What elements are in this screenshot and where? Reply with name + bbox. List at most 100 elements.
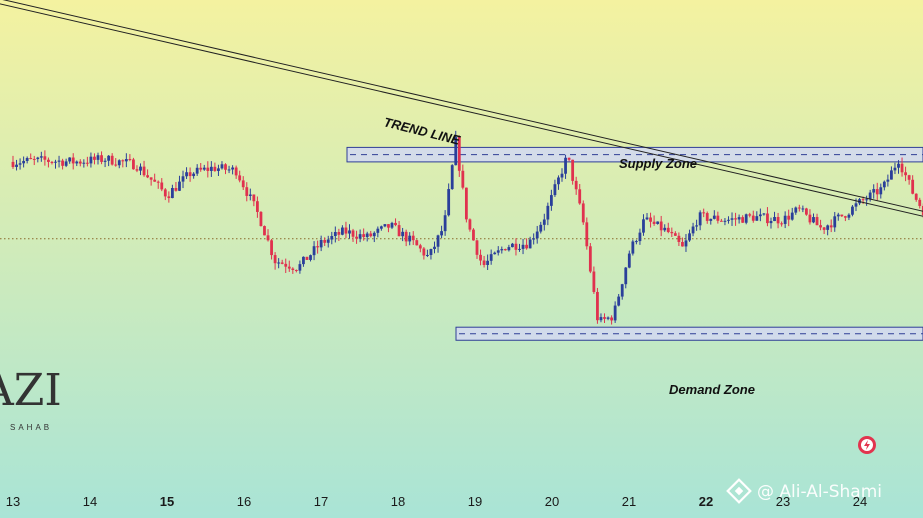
x-tick-label: 18 [391, 494, 405, 509]
candle-up [54, 161, 57, 163]
candle-up [312, 246, 316, 256]
candle-up [309, 255, 312, 260]
candle-up [599, 317, 603, 321]
candle-up [379, 226, 383, 229]
supply-zone-label: Supply Zone [619, 156, 697, 171]
candle-down [323, 239, 327, 243]
candle-up [326, 239, 330, 243]
candle-down [415, 240, 419, 246]
candle-up [539, 224, 543, 232]
candle-up [376, 228, 380, 233]
candle-up [231, 167, 235, 170]
candle-up [758, 214, 762, 217]
candle-up [549, 195, 553, 206]
candle-up [769, 221, 773, 224]
candle-up [695, 225, 699, 227]
candle-up [851, 206, 854, 215]
candle-down [78, 161, 82, 164]
candle-down [808, 214, 812, 223]
candle-down [174, 188, 178, 191]
candle-up [429, 249, 433, 255]
candle-down [585, 222, 589, 247]
candle-up [22, 160, 26, 164]
candle-down [787, 215, 791, 220]
x-tick-label: 23 [776, 494, 790, 509]
candle-down [291, 268, 295, 270]
candle-up [762, 213, 766, 215]
candle-up [684, 240, 688, 247]
candle-up [319, 239, 323, 248]
candle-down [716, 215, 720, 221]
candle-up [248, 194, 252, 196]
candle-up [408, 235, 412, 242]
candle-down [702, 212, 706, 214]
candle-down [829, 225, 833, 228]
candle-up [75, 161, 79, 164]
candle-up [691, 226, 695, 234]
candle-down [840, 214, 844, 217]
candle-down [146, 175, 149, 178]
candle-up [117, 160, 121, 166]
candle-up [493, 252, 497, 255]
candle-down [461, 170, 465, 188]
candle-up [227, 169, 231, 171]
candle-up [890, 170, 893, 180]
candle-up [447, 189, 451, 216]
candle-up [64, 161, 68, 166]
candle-up [433, 246, 436, 250]
candle-up [372, 232, 376, 237]
candle-down [603, 317, 606, 319]
candle-down [132, 159, 135, 170]
candle-down [734, 218, 737, 220]
candle-down [135, 169, 139, 171]
candle-up [709, 218, 713, 221]
candle-down [900, 163, 904, 173]
candle-up [124, 159, 128, 162]
candle-up [348, 230, 351, 234]
candle-down [241, 180, 245, 188]
candle-up [737, 217, 741, 220]
candle-down [468, 219, 472, 230]
candle-down [110, 155, 114, 165]
candle-up [688, 233, 691, 241]
candle-down [344, 227, 348, 234]
candle-down [673, 233, 677, 236]
candle-down [121, 160, 125, 162]
candle-up [712, 215, 716, 219]
candle-up [170, 188, 174, 199]
candle-down [316, 246, 320, 248]
demand-zone-label: Demand Zone [669, 382, 755, 397]
corner-icon [858, 436, 876, 454]
candle-up [546, 205, 550, 220]
candle-down [677, 235, 681, 242]
candle-up [833, 216, 837, 228]
x-tick-label: 22 [699, 494, 713, 509]
demand-zone [455, 326, 923, 341]
candle-up [89, 156, 93, 164]
candle-up [812, 217, 815, 223]
candle-up [698, 212, 702, 226]
candle-up [854, 203, 858, 207]
candle-down [649, 217, 652, 222]
candle-down [11, 161, 15, 167]
trend-line-parallel [0, 3, 923, 217]
candle-down [911, 179, 915, 194]
candle-up [486, 260, 490, 265]
candle-down [100, 155, 103, 162]
candle-up [220, 164, 224, 169]
candle-down [128, 159, 132, 161]
logo-mark: AZI [0, 365, 62, 416]
candle-down [362, 234, 366, 237]
candle-down [337, 232, 341, 235]
candle-up [68, 157, 72, 162]
candle-up [298, 264, 302, 271]
candle-up [15, 164, 18, 167]
candle-down [861, 199, 865, 201]
x-axis: 13 14 15 16 17 18 19 20 21 22 23 24 [6, 494, 867, 509]
candle-down [479, 254, 482, 261]
candle-down [482, 260, 486, 265]
candle-down [652, 221, 656, 224]
candle-up [57, 160, 61, 162]
candle-up [450, 165, 454, 190]
